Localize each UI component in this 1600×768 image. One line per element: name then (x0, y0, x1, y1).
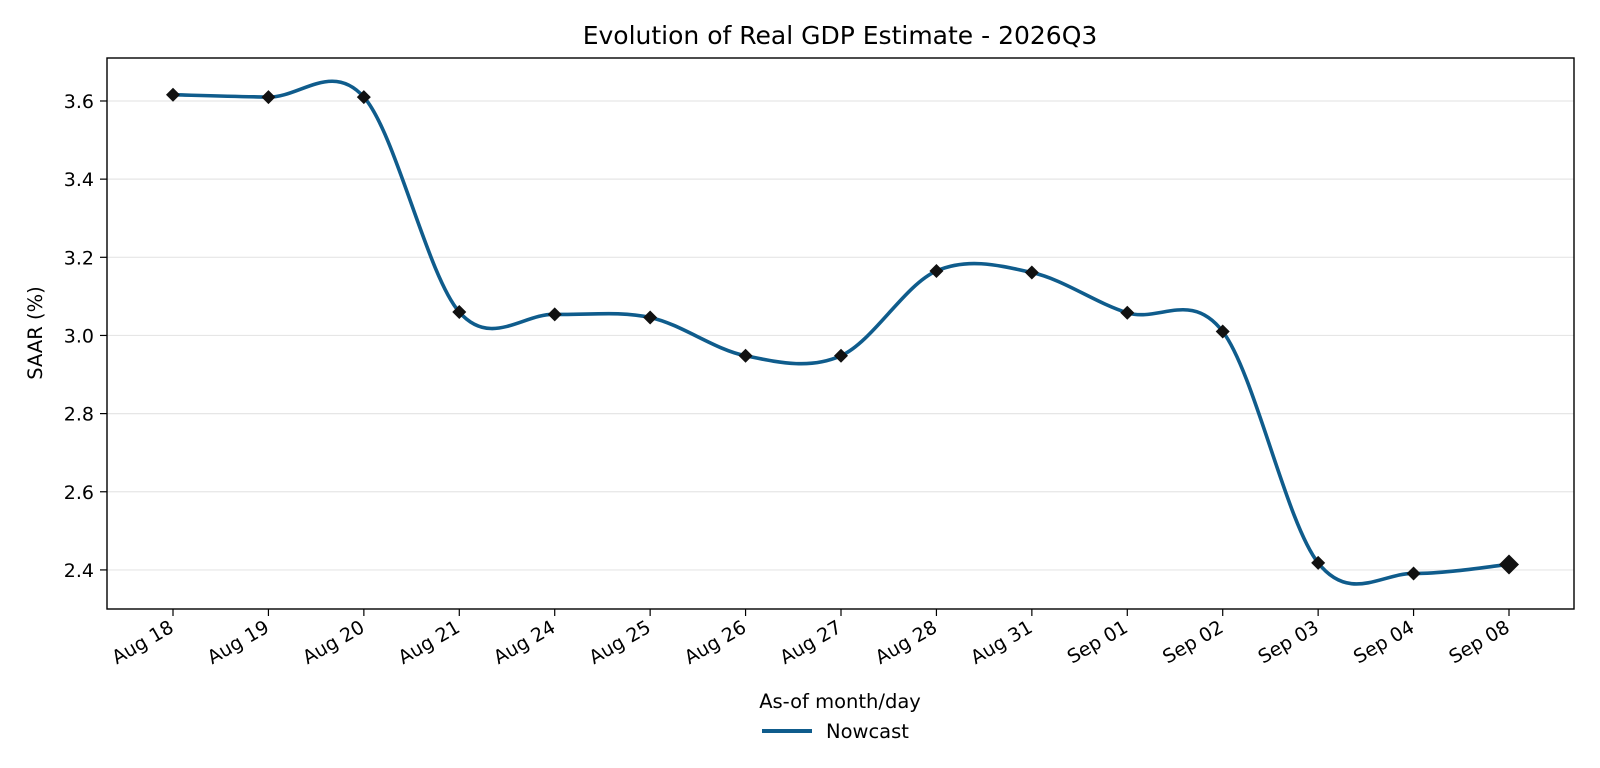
data-point (929, 263, 944, 278)
series-layer (171, 79, 1511, 586)
data-point (1120, 305, 1135, 320)
data-point (261, 90, 276, 105)
x-tick-label: Aug 26 (681, 616, 750, 669)
x-tick-label: Aug 19 (204, 616, 273, 669)
x-tick-label: Aug 28 (872, 616, 941, 669)
marker-layer (166, 87, 1519, 581)
chart-title: Evolution of Real GDP Estimate - 2026Q3 (583, 21, 1098, 50)
y-axis: 2.4 2.6 2.8 3.0 3.2 3.4 3.6 (64, 91, 107, 582)
y-tick-label: 2.8 (64, 404, 94, 426)
x-tick-label: Aug 21 (394, 616, 463, 669)
y-tick-label: 3.4 (64, 169, 94, 191)
y-tick-label: 3.0 (64, 325, 94, 347)
y-tick-label: 3.6 (64, 91, 94, 113)
data-point (356, 90, 371, 105)
x-tick-label: Sep 04 (1350, 616, 1418, 668)
legend-label-nowcast: Nowcast (826, 720, 909, 743)
data-point (1311, 555, 1326, 570)
x-axis: Aug 18 Aug 19 Aug 20 Aug 21 Aug 24 Aug 25 Aug … (108, 609, 1514, 669)
x-tick-label: Aug 25 (585, 616, 654, 669)
data-point (1215, 324, 1230, 339)
data-point (738, 348, 753, 363)
data-point (452, 305, 467, 320)
legend: Nowcast (762, 720, 909, 743)
x-tick-label: Aug 24 (490, 616, 559, 669)
x-tick-label: Sep 02 (1159, 616, 1227, 668)
data-point (1406, 566, 1421, 581)
data-point (1024, 265, 1039, 280)
x-tick-label: Aug 27 (776, 616, 845, 669)
y-tick-label: 2.4 (64, 560, 94, 582)
x-tick-label: Aug 20 (299, 616, 368, 669)
series-line-nowcast (171, 79, 1511, 586)
grid-lines (107, 100, 1574, 571)
data-point (547, 307, 562, 322)
data-point (643, 310, 658, 325)
plot-area-frame (106, 57, 1575, 610)
data-point (166, 87, 180, 102)
y-axis-title: SAAR (%) (24, 286, 47, 379)
x-axis-title: As-of month/day (759, 690, 921, 713)
y-tick-label: 2.6 (64, 482, 94, 504)
x-tick-label: Aug 31 (967, 616, 1036, 669)
x-tick-label: Sep 03 (1254, 616, 1322, 668)
x-tick-label: Sep 08 (1445, 616, 1513, 668)
y-tick-label: 3.2 (64, 247, 94, 269)
x-tick-label: Aug 18 (108, 616, 177, 669)
data-point-latest (1499, 554, 1519, 575)
x-tick-label: Sep 01 (1064, 616, 1132, 668)
data-point (834, 348, 848, 363)
